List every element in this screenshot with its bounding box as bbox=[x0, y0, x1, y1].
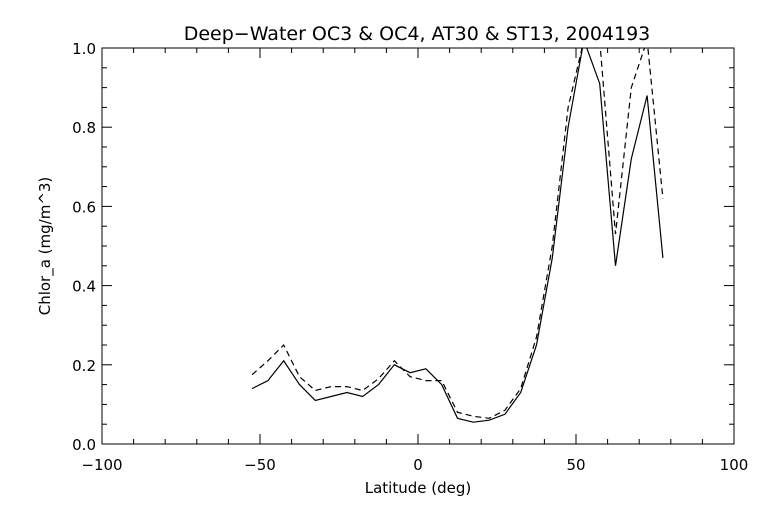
y-tick-label: 0.6 bbox=[72, 198, 96, 216]
y-axis-label: Chlor_a (mg/m^3) bbox=[36, 177, 55, 316]
x-tick-label: −100 bbox=[81, 456, 122, 474]
plot-area bbox=[101, 47, 735, 445]
y-tick-label: 0.8 bbox=[72, 119, 96, 137]
y-tick-label: 0.2 bbox=[72, 357, 96, 375]
chart-title: Deep−Water OC3 & OC4, AT30 & ST13, 20041… bbox=[184, 23, 651, 45]
axis-ticks bbox=[101, 47, 735, 445]
x-tick-label: −50 bbox=[244, 456, 276, 474]
plot-frame bbox=[101, 47, 735, 445]
series-group bbox=[251, 48, 664, 423]
y-tick-label: 0.4 bbox=[72, 278, 96, 296]
y-tick-label: 0.0 bbox=[72, 436, 96, 454]
x-tick-label: 100 bbox=[720, 456, 749, 474]
y-tick-label: 1.0 bbox=[72, 40, 96, 58]
series-dashed-line bbox=[251, 48, 664, 419]
x-tick-labels: −100 −50 0 50 100 bbox=[81, 456, 748, 474]
x-tick-label: 0 bbox=[413, 456, 423, 474]
x-tick-label: 50 bbox=[566, 456, 585, 474]
x-axis-label: Latitude (deg) bbox=[365, 479, 471, 497]
y-tick-labels: 0.0 0.2 0.4 0.6 0.8 1.0 bbox=[72, 40, 96, 454]
series-solid-line bbox=[251, 48, 664, 423]
